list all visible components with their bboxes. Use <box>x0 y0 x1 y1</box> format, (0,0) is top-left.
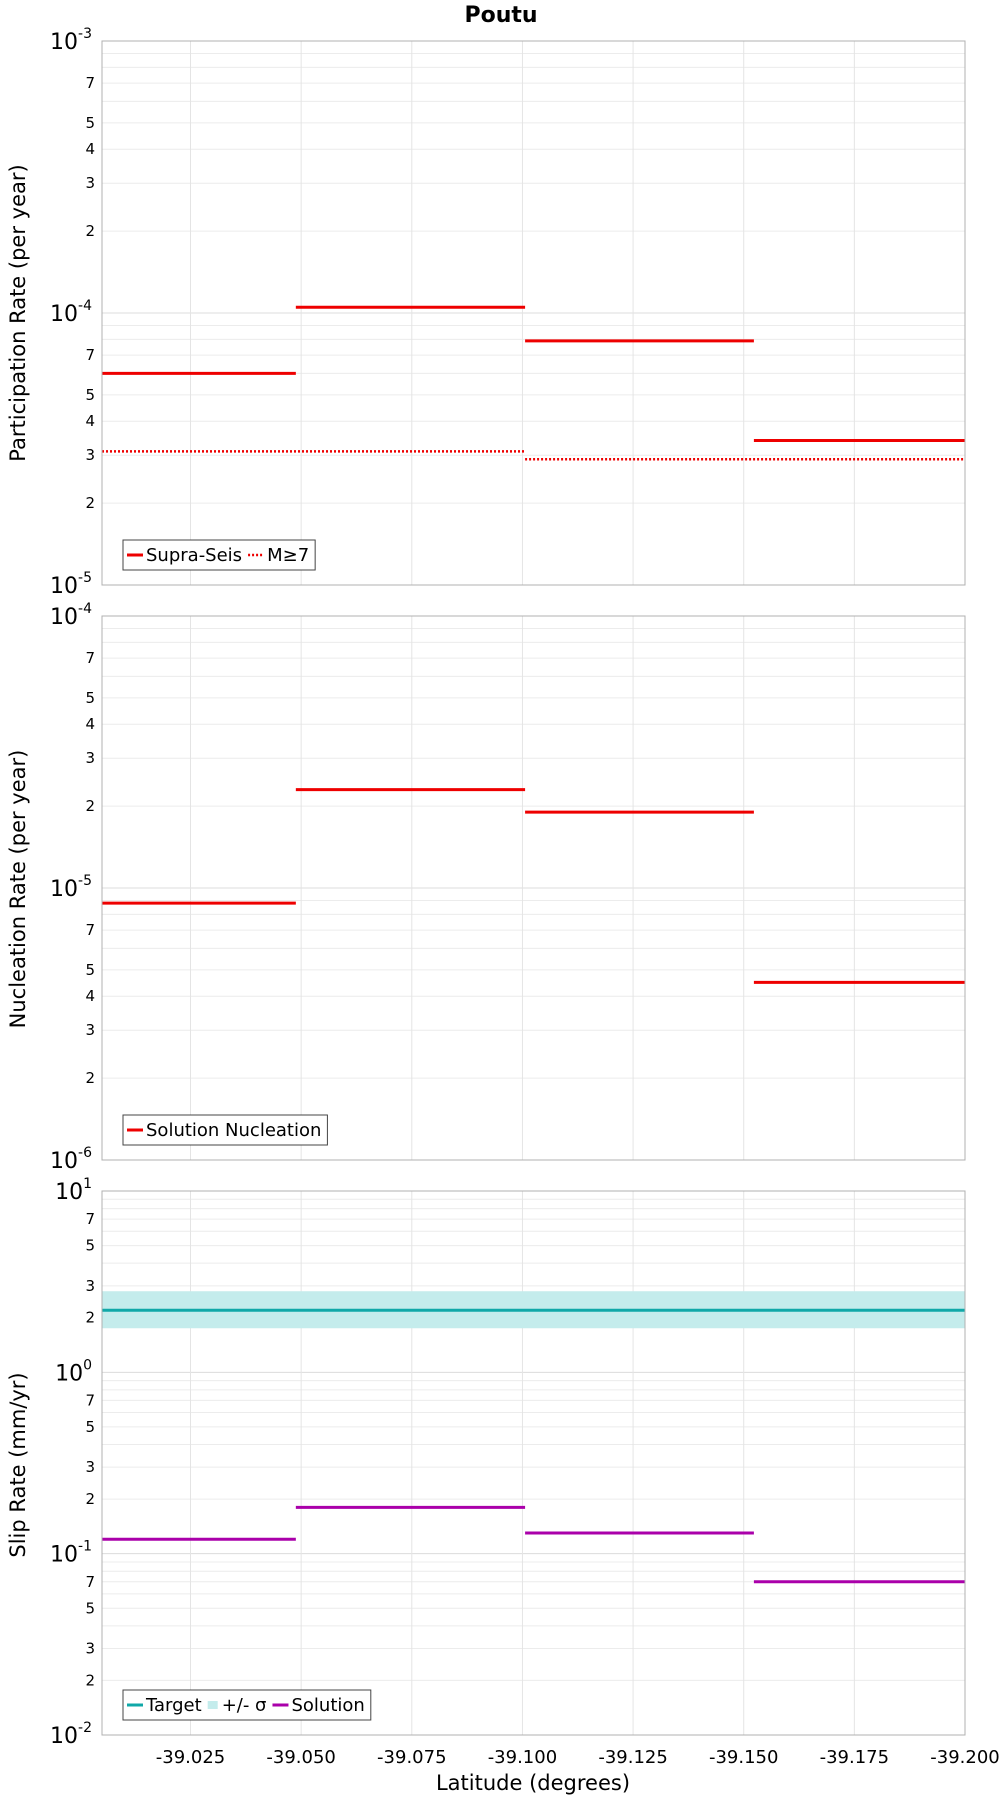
y-tick-label: 5 <box>85 1418 95 1436</box>
y-tick-label: 2 <box>85 1069 95 1087</box>
y-tick-label: 7 <box>85 74 95 92</box>
plot-frame-participation <box>101 40 966 586</box>
x-tick-label: -39.050 <box>266 1747 335 1768</box>
y-tick-label: 4 <box>85 412 95 430</box>
x-tick-label: -39.200 <box>930 1747 999 1768</box>
y-axis-label-participation: Participation Rate (per year) <box>6 164 30 461</box>
legend-nucleation: Solution Nucleation <box>122 1114 328 1146</box>
y-tick-label: 4 <box>85 987 95 1005</box>
y-tick-label: 7 <box>85 346 95 364</box>
y-tick-label: 7 <box>85 649 95 667</box>
plot-frame-nucleation <box>101 615 966 1161</box>
y-axis-label-slip-rate: Slip Rate (mm/yr) <box>6 1372 30 1557</box>
legend-box-slip-rate <box>122 1689 372 1721</box>
y-tick-label: 7 <box>85 1391 95 1409</box>
plot-area-slip-rate <box>102 1191 965 1735</box>
x-tick-label: -39.150 <box>709 1747 778 1768</box>
legend-label-m7: +/- σ <box>222 1695 267 1716</box>
legend-label-solution: Solution <box>291 1695 364 1716</box>
y-tick-label: 10-5 <box>50 570 92 599</box>
y-tick-label: 10-1 <box>50 1539 92 1568</box>
legend-box-participation <box>122 539 316 571</box>
y-tick-label: 5 <box>85 689 95 707</box>
legend-label-m-7: M≥7 <box>267 545 309 566</box>
legend-background-nucleation <box>123 1115 328 1145</box>
plot-frame-slip-rate <box>101 1190 966 1736</box>
y-tick-label: 5 <box>85 961 95 979</box>
y-tick-label: 10-5 <box>50 873 92 902</box>
y-tick-label: 10-4 <box>50 601 92 630</box>
y-tick-label: 4 <box>85 715 95 733</box>
y-tick-label: 3 <box>85 1021 95 1039</box>
chart-title: Poutu <box>464 3 537 28</box>
legend-slip-rate: Target +/- σ Solution <box>122 1689 372 1721</box>
y-tick-label: 3 <box>85 1639 95 1657</box>
y-tick-label: 7 <box>85 921 95 939</box>
y-tick-label: 5 <box>85 386 95 404</box>
y-tick-label: 3 <box>85 446 95 464</box>
y-tick-label: 2 <box>85 1490 95 1508</box>
y-tick-label: 2 <box>85 1309 95 1327</box>
y-tick-label: 3 <box>85 749 95 767</box>
x-tick-label: -39.075 <box>377 1747 446 1768</box>
y-tick-label: 5 <box>85 1599 95 1617</box>
y-tick-label: 3 <box>85 1458 95 1476</box>
y-tick-label: 5 <box>85 1237 95 1255</box>
y-tick-label: 10-6 <box>50 1145 92 1174</box>
x-tick-label: -39.175 <box>820 1747 889 1768</box>
legend-participation: Supra-Seis M≥7 <box>122 539 316 571</box>
legend-background-participation <box>123 540 316 570</box>
y-tick-label: 2 <box>85 494 95 512</box>
y-tick-label: 100 <box>55 1357 92 1386</box>
y-tick-label: 3 <box>85 174 95 192</box>
legend-swatch-m7 <box>207 1701 218 1709</box>
x-tick-label: -39.100 <box>488 1747 557 1768</box>
y-tick-label: 2 <box>85 797 95 815</box>
y-tick-label: 5 <box>85 114 95 132</box>
y-tick-label: 2 <box>85 1671 95 1689</box>
panel-participation: Participation Rate (per year) 10-3 7 5 4 3 2 1… <box>6 26 966 599</box>
x-tick-label: -39.025 <box>156 1747 225 1768</box>
legend-label-solution-nucleation: Solution Nucleation <box>146 1120 321 1141</box>
legend-background-slip-rate <box>123 1690 371 1720</box>
y-tick-label: 10-2 <box>50 1720 92 1749</box>
y-axis-label-nucleation: Nucleation Rate (per year) <box>6 750 30 1029</box>
x-tick-label: -39.125 <box>598 1747 667 1768</box>
y-tick-label: 101 <box>55 1176 92 1205</box>
y-tick-label: 7 <box>85 1573 95 1591</box>
panel-nucleation: Nucleation Rate (per year) 10-4 7 5 4 3 2 10-5… <box>6 601 966 1174</box>
y-tick-label: 4 <box>85 140 95 158</box>
panel-slip-rate: Slip Rate (mm/yr) 101 7 5 3 2 100 7 5 3 2 10-1 7 5 3 2… <box>6 1176 966 1749</box>
x-axis-label: Latitude (degrees) <box>436 1771 630 1795</box>
legend-label-target: Target <box>145 1695 202 1716</box>
y-tick-label: 3 <box>85 1277 95 1295</box>
legend-box-nucleation <box>122 1114 328 1146</box>
y-tick-label: 10-4 <box>50 298 92 327</box>
y-tick-label: 2 <box>85 222 95 240</box>
legend-label-supra-seis: Supra-Seis <box>146 545 242 566</box>
y-tick-label: 10-3 <box>50 26 92 55</box>
y-tick-label: 7 <box>85 1210 95 1228</box>
